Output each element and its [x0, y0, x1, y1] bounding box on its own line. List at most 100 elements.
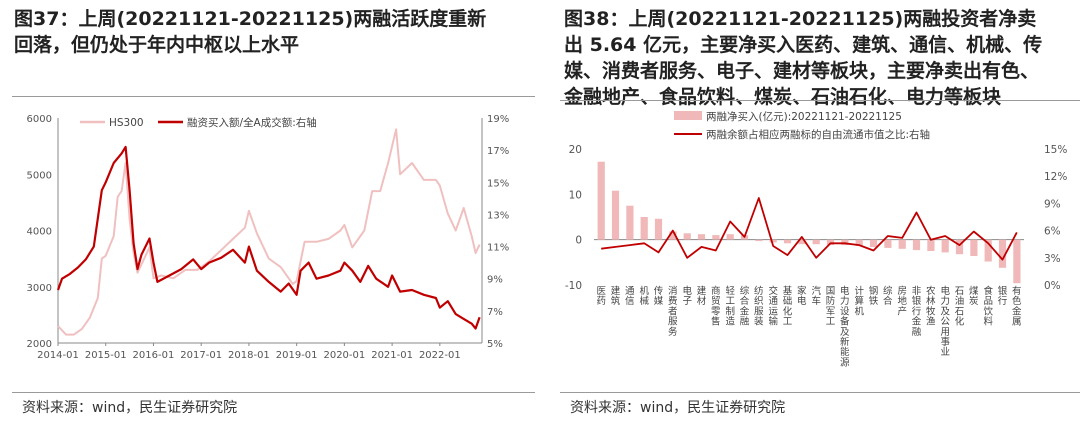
category-label: 通信	[625, 286, 635, 307]
category-label: 电力及公用事业	[940, 285, 950, 358]
category-label: 钢铁	[869, 285, 879, 307]
net-buy-bar	[984, 239, 992, 262]
category-label: 家电	[797, 285, 807, 307]
net-buy-bar	[970, 239, 978, 256]
left-y-tick-label: 3000	[27, 283, 52, 294]
net-buy-bar	[783, 239, 792, 244]
figure-38-title: 图38：上周(20221121-20221125)两融投资者净卖 出 5.64 …	[564, 6, 1069, 110]
left-y-tick-label: 2000	[27, 339, 52, 350]
right-y-tick-label: 5%	[487, 339, 503, 350]
x-tick-label: 2017-01	[180, 350, 222, 361]
category-label: 医药	[596, 286, 606, 307]
x-tick-label: 2021-01	[371, 350, 413, 361]
x-tick-label: 2015-01	[85, 350, 127, 361]
right-y-tick-label: 0%	[1044, 280, 1061, 292]
category-label: 银行	[998, 285, 1008, 307]
figure-38-chart: -10 0 10 20 0% 3% 6% 9% 12% 15% 医药建筑通信机械传媒消费者服务电子建…	[565, 110, 1068, 368]
net-buy-bar	[611, 190, 620, 240]
category-label: 汽车	[811, 285, 821, 307]
category-label: 电力设备及新能源	[840, 285, 850, 368]
x-tick-label: 2022-01	[419, 350, 461, 361]
figure-37-title-line1: 图37：上周(20221121-20221125)两融活跃度重新	[14, 8, 487, 30]
right-y-tick-label: 9%	[487, 275, 503, 286]
figure-37-title: 图37：上周(20221121-20221125)两融活跃度重新 回落，但仍处于…	[14, 6, 486, 58]
net-buy-bar	[927, 239, 935, 251]
category-label: 有色金属	[1012, 285, 1022, 328]
left-y-tick-label: 5000	[27, 170, 52, 181]
category-label: 建筑	[611, 285, 621, 307]
net-buy-bar	[654, 218, 663, 240]
right-y-tick-label: 3%	[1044, 253, 1061, 265]
x-tick-label: 2020-01	[323, 350, 365, 361]
net-buy-bar	[683, 233, 691, 240]
right-y-tick-label: 6%	[1044, 226, 1061, 238]
left-y-tick-label: 4000	[27, 227, 52, 238]
right-y-tick-label: 13%	[487, 210, 509, 221]
legend-label: 两融净买入(亿元):20221121-20221125	[706, 110, 902, 123]
net-buy-bar	[841, 239, 849, 246]
figure-38-title-line2: 出 5.64 亿元，主要净买入医药、建筑、通信、机械、传	[564, 34, 1043, 56]
category-label: 石油石化	[955, 286, 965, 328]
x-tick-label: 2019-01	[276, 350, 318, 361]
left-y-tick-label: -10	[565, 280, 582, 292]
right-y-tick-label: 9%	[1044, 198, 1061, 210]
net-buy-bar	[669, 231, 677, 240]
category-label: 纺织服装	[754, 285, 764, 328]
net-buy-bar	[626, 205, 634, 240]
net-buy-bar	[755, 239, 763, 242]
net-buy-bar	[1013, 239, 1021, 284]
net-buy-bar	[855, 239, 863, 246]
legend-label: 融资买入额/全A成交额:右轴	[187, 116, 317, 129]
figure-37-source: 资料来源：wind，民生证券研究院	[22, 400, 238, 416]
category-label: 综合	[883, 285, 893, 307]
legend-label: 两融余额占相应两融标的自由流通市值之比:右轴	[706, 128, 930, 141]
legend-swatch-bars	[674, 111, 702, 120]
right-y-tick-label: 12%	[1044, 171, 1067, 183]
figure-38-title-line4: 金融地产、食品饮料、煤炭、石油石化、电力等板块	[564, 86, 1002, 108]
net-buy-bar	[898, 239, 906, 249]
right-y-tick-label: 19%	[487, 114, 509, 125]
category-label: 消费者服务	[668, 285, 678, 338]
x-tick-label: 2018-01	[228, 350, 270, 361]
net-buy-bar	[640, 217, 648, 240]
right-y-tick-label: 17%	[487, 146, 509, 157]
figure-37-bottom-rule	[12, 392, 535, 393]
figure-37-title-line2: 回落，但仍处于年内中枢以上水平	[14, 34, 300, 56]
right-y-tick-label: 15%	[487, 178, 509, 189]
category-label: 商贸零售	[711, 285, 721, 328]
category-label: 基础化工	[783, 285, 793, 328]
category-label: 非银行金融	[912, 285, 922, 338]
net-buy-bar	[941, 239, 949, 253]
x-tick-label: 2016-01	[133, 350, 175, 361]
category-label: 电子	[682, 285, 692, 307]
hs300-line	[57, 128, 481, 336]
figure-38-title-line3: 媒、消费者服务、电子、建材等板块，主要净卖出有色、	[564, 60, 1040, 82]
right-y-tick-label: 11%	[487, 243, 509, 254]
category-label: 交通运输	[768, 285, 778, 328]
left-y-tick-label: 6000	[27, 114, 52, 125]
figure-38-title-line1: 图38：上周(20221121-20221125)两融投资者净卖	[564, 8, 1037, 30]
figure-37-top-rule	[12, 96, 535, 97]
figure-38-source: 资料来源：wind，民生证券研究院	[570, 400, 786, 416]
net-buy-bar	[826, 239, 835, 246]
net-buy-bar	[798, 239, 806, 245]
margin-balance-ratio-line	[601, 197, 1018, 261]
category-label: 煤炭	[969, 285, 979, 307]
left-y-tick-label: 0	[575, 235, 582, 247]
legend-label: HS300	[109, 117, 144, 129]
net-buy-bar	[884, 239, 892, 248]
category-label: 传媒	[654, 285, 664, 307]
category-label: 综合金融	[740, 285, 750, 328]
net-buy-bar	[869, 239, 878, 247]
right-y-tick-label: 7%	[487, 307, 503, 318]
category-label: 农林牧渔	[926, 285, 936, 328]
left-y-tick-label: 20	[569, 144, 582, 156]
left-y-tick-label: 10	[569, 189, 582, 201]
category-label: 轻工制造	[725, 285, 735, 328]
net-buy-bar	[998, 239, 1007, 268]
net-buy-bar	[726, 234, 734, 240]
net-buy-bar	[912, 239, 921, 251]
margin-buy-ratio-line	[56, 145, 481, 330]
figure-38-top-rule	[560, 100, 1080, 101]
category-label: 食品饮料	[983, 285, 993, 328]
